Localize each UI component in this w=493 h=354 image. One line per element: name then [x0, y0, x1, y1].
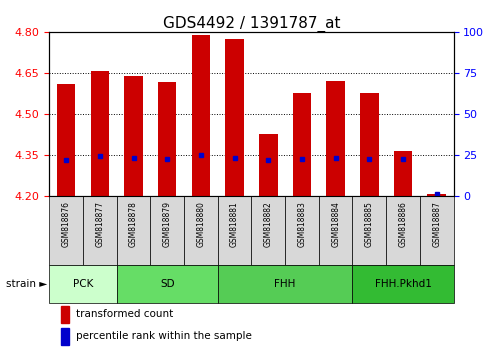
Bar: [225, 39, 244, 196]
Bar: [117, 196, 150, 265]
Bar: [285, 196, 319, 265]
Bar: [352, 265, 454, 303]
Bar: [62, 328, 69, 345]
Text: GSM818879: GSM818879: [163, 201, 172, 247]
Bar: [192, 35, 210, 196]
Text: GSM818880: GSM818880: [196, 201, 206, 247]
Bar: [218, 265, 352, 303]
Text: GSM818881: GSM818881: [230, 201, 239, 247]
Text: PCK: PCK: [73, 279, 93, 289]
Bar: [259, 134, 278, 196]
Text: strain ►: strain ►: [6, 279, 48, 289]
Bar: [83, 196, 117, 265]
Bar: [427, 194, 446, 196]
Bar: [158, 82, 176, 196]
Bar: [57, 84, 75, 196]
Bar: [326, 81, 345, 196]
Bar: [117, 265, 218, 303]
Text: GSM818885: GSM818885: [365, 201, 374, 247]
Text: GSM818886: GSM818886: [398, 201, 408, 247]
Bar: [386, 196, 420, 265]
Text: SD: SD: [160, 279, 175, 289]
Bar: [293, 93, 311, 196]
Text: FHH: FHH: [275, 279, 296, 289]
Bar: [49, 265, 117, 303]
Title: GDS4492 / 1391787_at: GDS4492 / 1391787_at: [163, 16, 340, 32]
Bar: [420, 196, 454, 265]
Text: GSM818878: GSM818878: [129, 201, 138, 247]
Bar: [150, 196, 184, 265]
Text: GSM818882: GSM818882: [264, 201, 273, 247]
Bar: [62, 306, 69, 322]
Bar: [91, 72, 109, 196]
Bar: [360, 93, 379, 196]
Bar: [124, 75, 143, 196]
Text: GSM818887: GSM818887: [432, 201, 441, 247]
Bar: [49, 196, 83, 265]
Bar: [394, 151, 412, 196]
Text: GSM818884: GSM818884: [331, 201, 340, 247]
Text: FHH.Pkhd1: FHH.Pkhd1: [375, 279, 431, 289]
Text: GSM818883: GSM818883: [297, 201, 307, 247]
Text: GSM818877: GSM818877: [95, 201, 105, 247]
Text: GSM818876: GSM818876: [62, 201, 70, 247]
Bar: [218, 196, 251, 265]
Bar: [352, 196, 386, 265]
Bar: [251, 196, 285, 265]
Text: transformed count: transformed count: [75, 309, 173, 319]
Text: percentile rank within the sample: percentile rank within the sample: [75, 331, 251, 341]
Bar: [184, 196, 218, 265]
Bar: [319, 196, 352, 265]
